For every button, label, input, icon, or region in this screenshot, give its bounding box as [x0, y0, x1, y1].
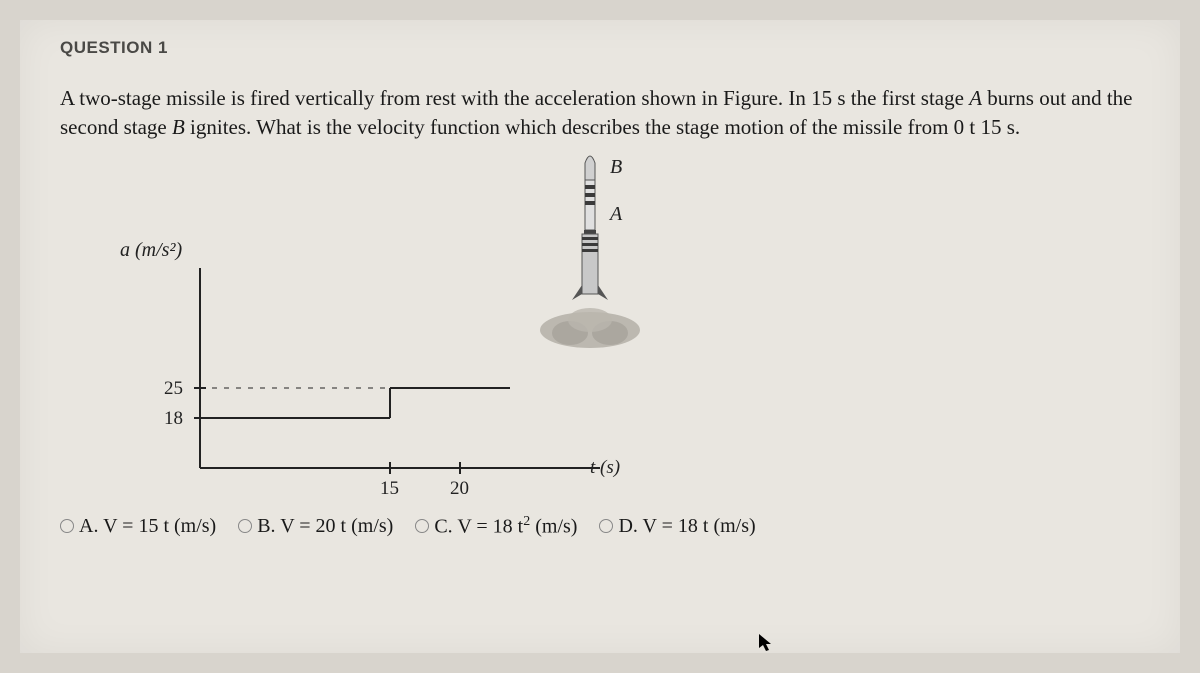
x-tick-15: 15	[380, 478, 399, 498]
y-axis-label: a (m/s²)	[120, 239, 182, 261]
radio-icon	[238, 519, 252, 533]
question-text: A two-stage missile is fired vertically …	[60, 84, 1140, 142]
option-b-label: B. V = 20 t (m/s)	[257, 515, 393, 538]
question-header: QUESTION 1	[60, 38, 1140, 58]
question-page: QUESTION 1 A two-stage missile is fired …	[20, 20, 1180, 653]
x-tick-20: 20	[450, 478, 469, 498]
cursor-icon	[758, 633, 774, 658]
x-axis-label: t (s)	[590, 457, 620, 478]
option-b[interactable]: B. V = 20 t (m/s)	[238, 515, 393, 538]
answer-options: A. V = 15 t (m/s) B. V = 20 t (m/s) C. V…	[60, 514, 1140, 539]
y-tick-18: 18	[164, 408, 183, 429]
option-a[interactable]: A. V = 15 t (m/s)	[60, 515, 216, 538]
acceleration-graph: a (m/s²) 25 18 15 20	[120, 238, 620, 498]
y-tick-25: 25	[164, 378, 183, 399]
radio-icon	[599, 519, 613, 533]
missile-label-b: B	[610, 156, 622, 178]
option-d-label: D. V = 18 t (m/s)	[618, 515, 755, 538]
missile-label-a: A	[608, 203, 623, 225]
option-d[interactable]: D. V = 18 t (m/s)	[599, 515, 755, 538]
radio-icon	[415, 519, 429, 533]
option-a-label: A. V = 15 t (m/s)	[79, 515, 216, 538]
option-c-label: C. V = 18 t2 (m/s)	[434, 514, 577, 539]
figure-area: B A a (m/s²) 25 18 15 20	[60, 150, 1140, 510]
radio-icon	[60, 519, 74, 533]
option-c[interactable]: C. V = 18 t2 (m/s)	[415, 514, 577, 539]
